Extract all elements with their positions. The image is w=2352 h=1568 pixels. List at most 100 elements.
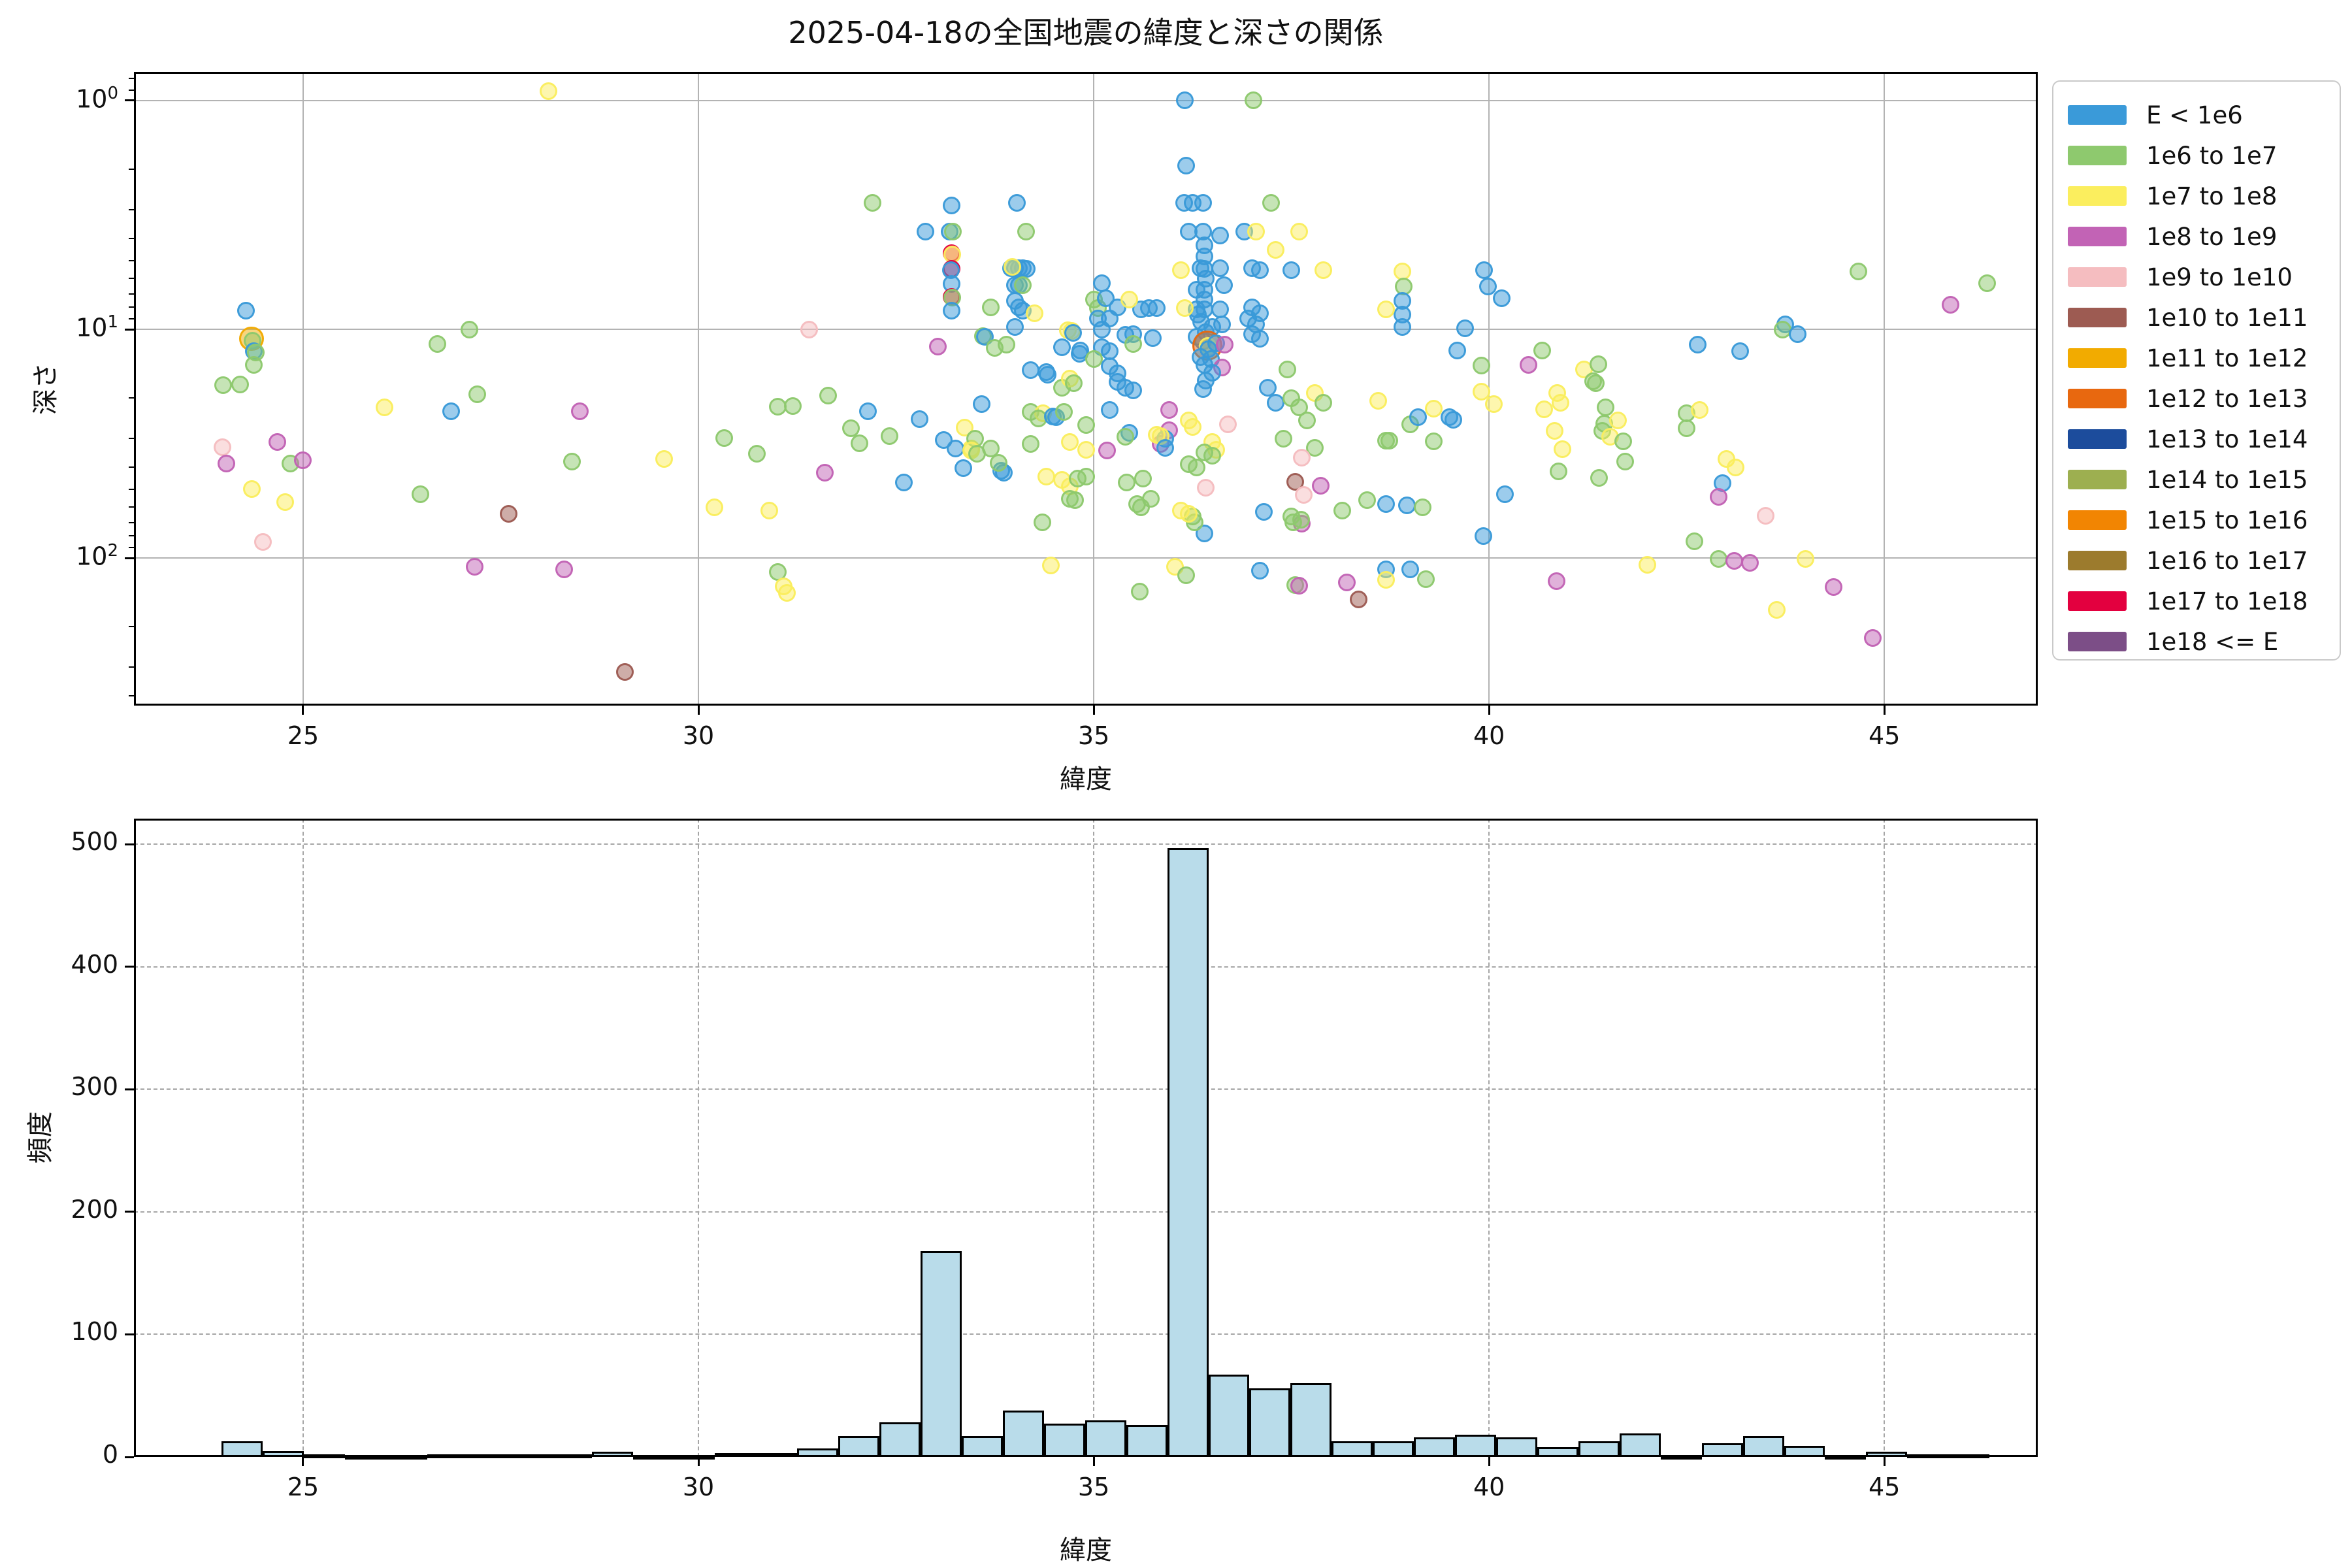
scatter-point <box>800 320 818 338</box>
hist-bar <box>879 1422 921 1457</box>
scatter-point <box>1250 562 1269 580</box>
scatter-point <box>1037 467 1055 485</box>
scatter-point <box>1254 503 1273 521</box>
scatter-point <box>760 501 779 519</box>
hist-bar <box>632 1456 674 1460</box>
legend-entry-4: 1e9 to 1e10 <box>2068 257 2340 297</box>
scatter-point <box>468 385 486 404</box>
legend-entry-13: 1e18 <= E <box>2068 621 2340 662</box>
scatter-point <box>1134 470 1152 488</box>
scatter-point <box>944 223 962 241</box>
scatter-point <box>1215 276 1233 294</box>
scatter-xtick-35 <box>1092 706 1095 715</box>
scatter-point <box>1596 399 1614 417</box>
scatter-point <box>231 375 249 393</box>
legend-entry-0: E < 1e6 <box>2068 95 2340 135</box>
scatter-point <box>1175 91 1194 110</box>
hist-bar <box>1784 1446 1825 1457</box>
scatter-point <box>1258 378 1277 397</box>
hist-ytick-label-500: 500 <box>71 827 118 857</box>
hist-bar <box>1167 848 1209 1457</box>
scatter-xtick-label-40: 40 <box>1473 721 1505 750</box>
hist-bar <box>1537 1446 1578 1457</box>
scatter-xtick-30 <box>697 706 700 715</box>
hist-gridline-x-40 <box>1488 819 1490 1457</box>
gridline-y-1e1 <box>134 329 2038 330</box>
hist-gridline-x-25 <box>302 819 304 1457</box>
scatter-ytick-minor <box>129 169 134 171</box>
scatter-point <box>1727 459 1745 477</box>
legend-label: 1e14 to 1e15 <box>2146 465 2308 494</box>
scatter-point <box>1380 431 1399 449</box>
scatter-point <box>1003 258 1021 276</box>
scatter-point <box>1194 193 1212 212</box>
scatter-point <box>1279 361 1297 379</box>
scatter-point <box>1547 572 1565 590</box>
hist-xtick-label-25: 25 <box>287 1473 319 1501</box>
hist-bar <box>1290 1383 1332 1457</box>
legend-swatch <box>2068 267 2127 287</box>
hist-xtick-label-30: 30 <box>682 1473 715 1501</box>
scatter-ytick-minor <box>129 666 134 668</box>
scatter-point <box>1213 315 1231 333</box>
scatter-point <box>1333 501 1351 519</box>
scatter-point <box>1021 361 1039 380</box>
scatter-xtick-45 <box>1883 706 1886 715</box>
scatter-ytick-minor <box>129 78 134 79</box>
scatter-point <box>1358 491 1377 510</box>
legend-label: 1e10 to 1e11 <box>2146 303 2308 332</box>
scatter-point <box>1219 415 1237 433</box>
hist-bar <box>838 1436 880 1457</box>
scatter-ytick-minor <box>129 293 134 295</box>
scatter-point <box>1096 289 1115 307</box>
scatter-point <box>655 449 674 468</box>
scatter-xlabel: 緯度 <box>1060 764 1112 794</box>
hist-xtick-label-40: 40 <box>1473 1473 1505 1501</box>
hist-bar <box>1373 1441 1414 1457</box>
scatter-point <box>1160 401 1178 419</box>
scatter-ytick-label-1e1: 101 <box>76 312 118 342</box>
scatter-point <box>851 434 869 452</box>
scatter-point <box>1686 532 1704 550</box>
hist-xtick-30 <box>697 1457 700 1466</box>
scatter-point <box>1472 382 1490 400</box>
scatter-point <box>1863 629 1882 647</box>
scatter-point <box>1033 514 1051 532</box>
scatter-ylabel: 深さ <box>31 363 61 415</box>
hist-bar <box>1496 1437 1537 1457</box>
hist-ytick-label-300: 300 <box>71 1072 118 1102</box>
scatter-ytick-minor <box>129 306 134 308</box>
scatter-point <box>442 402 460 420</box>
legend-entry-5: 1e10 to 1e11 <box>2068 297 2340 338</box>
hist-bar <box>674 1456 715 1460</box>
scatter-point <box>1266 241 1284 259</box>
scatter-point <box>1065 374 1083 392</box>
scatter-point <box>1337 574 1356 592</box>
scatter-point <box>1069 469 1087 487</box>
gridline-x-25 <box>302 72 304 706</box>
scatter-point <box>715 429 734 447</box>
scatter-point <box>555 560 573 578</box>
scatter-point <box>1393 318 1411 336</box>
scatter-xtick-label-45: 45 <box>1869 721 1901 750</box>
scatter-ytick-minor <box>129 694 134 696</box>
scatter-point <box>1942 295 1960 314</box>
scatter-xtick-40 <box>1488 706 1490 715</box>
scatter-point <box>1177 566 1196 584</box>
hist-xtick-40 <box>1488 1457 1490 1466</box>
hist-bar <box>509 1454 551 1459</box>
hist-bar <box>1742 1436 1784 1457</box>
scatter-point <box>1120 290 1139 308</box>
scatter-point <box>990 453 1008 472</box>
scatter-point <box>276 493 294 512</box>
scatter-point <box>954 459 972 477</box>
hist-bar <box>345 1456 387 1460</box>
scatter-ytick-minor <box>129 397 134 399</box>
scatter-ytick-minor <box>129 506 134 508</box>
legend-swatch <box>2068 510 2127 530</box>
scatter-point <box>1008 193 1026 212</box>
scatter-point <box>1397 497 1416 515</box>
gridline-x-30 <box>698 72 700 706</box>
scatter-point <box>1130 582 1149 600</box>
legend-swatch <box>2068 591 2127 611</box>
